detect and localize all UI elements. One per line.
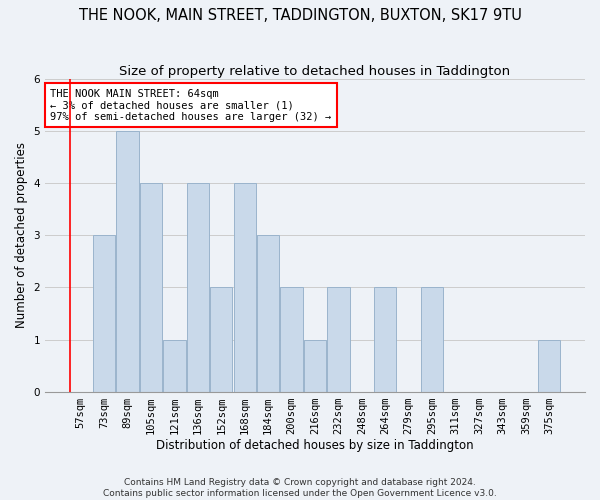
Bar (280, 288, 303, 392)
Bar (257, 236, 279, 392)
Bar (328, 288, 350, 392)
Bar (140, 184, 162, 392)
Bar (210, 288, 232, 392)
Bar (163, 340, 185, 392)
Bar (93, 236, 115, 392)
Bar (538, 340, 560, 392)
Text: THE NOOK, MAIN STREET, TADDINGTON, BUXTON, SK17 9TU: THE NOOK, MAIN STREET, TADDINGTON, BUXTO… (79, 8, 521, 22)
Bar (421, 288, 443, 392)
Bar (116, 131, 139, 392)
Y-axis label: Number of detached properties: Number of detached properties (15, 142, 28, 328)
X-axis label: Distribution of detached houses by size in Taddington: Distribution of detached houses by size … (156, 440, 474, 452)
Title: Size of property relative to detached houses in Taddington: Size of property relative to detached ho… (119, 65, 511, 78)
Bar (304, 340, 326, 392)
Text: THE NOOK MAIN STREET: 64sqm
← 3% of detached houses are smaller (1)
97% of semi-: THE NOOK MAIN STREET: 64sqm ← 3% of deta… (50, 88, 332, 122)
Bar (233, 184, 256, 392)
Bar (187, 184, 209, 392)
Text: Contains HM Land Registry data © Crown copyright and database right 2024.
Contai: Contains HM Land Registry data © Crown c… (103, 478, 497, 498)
Bar (374, 288, 397, 392)
